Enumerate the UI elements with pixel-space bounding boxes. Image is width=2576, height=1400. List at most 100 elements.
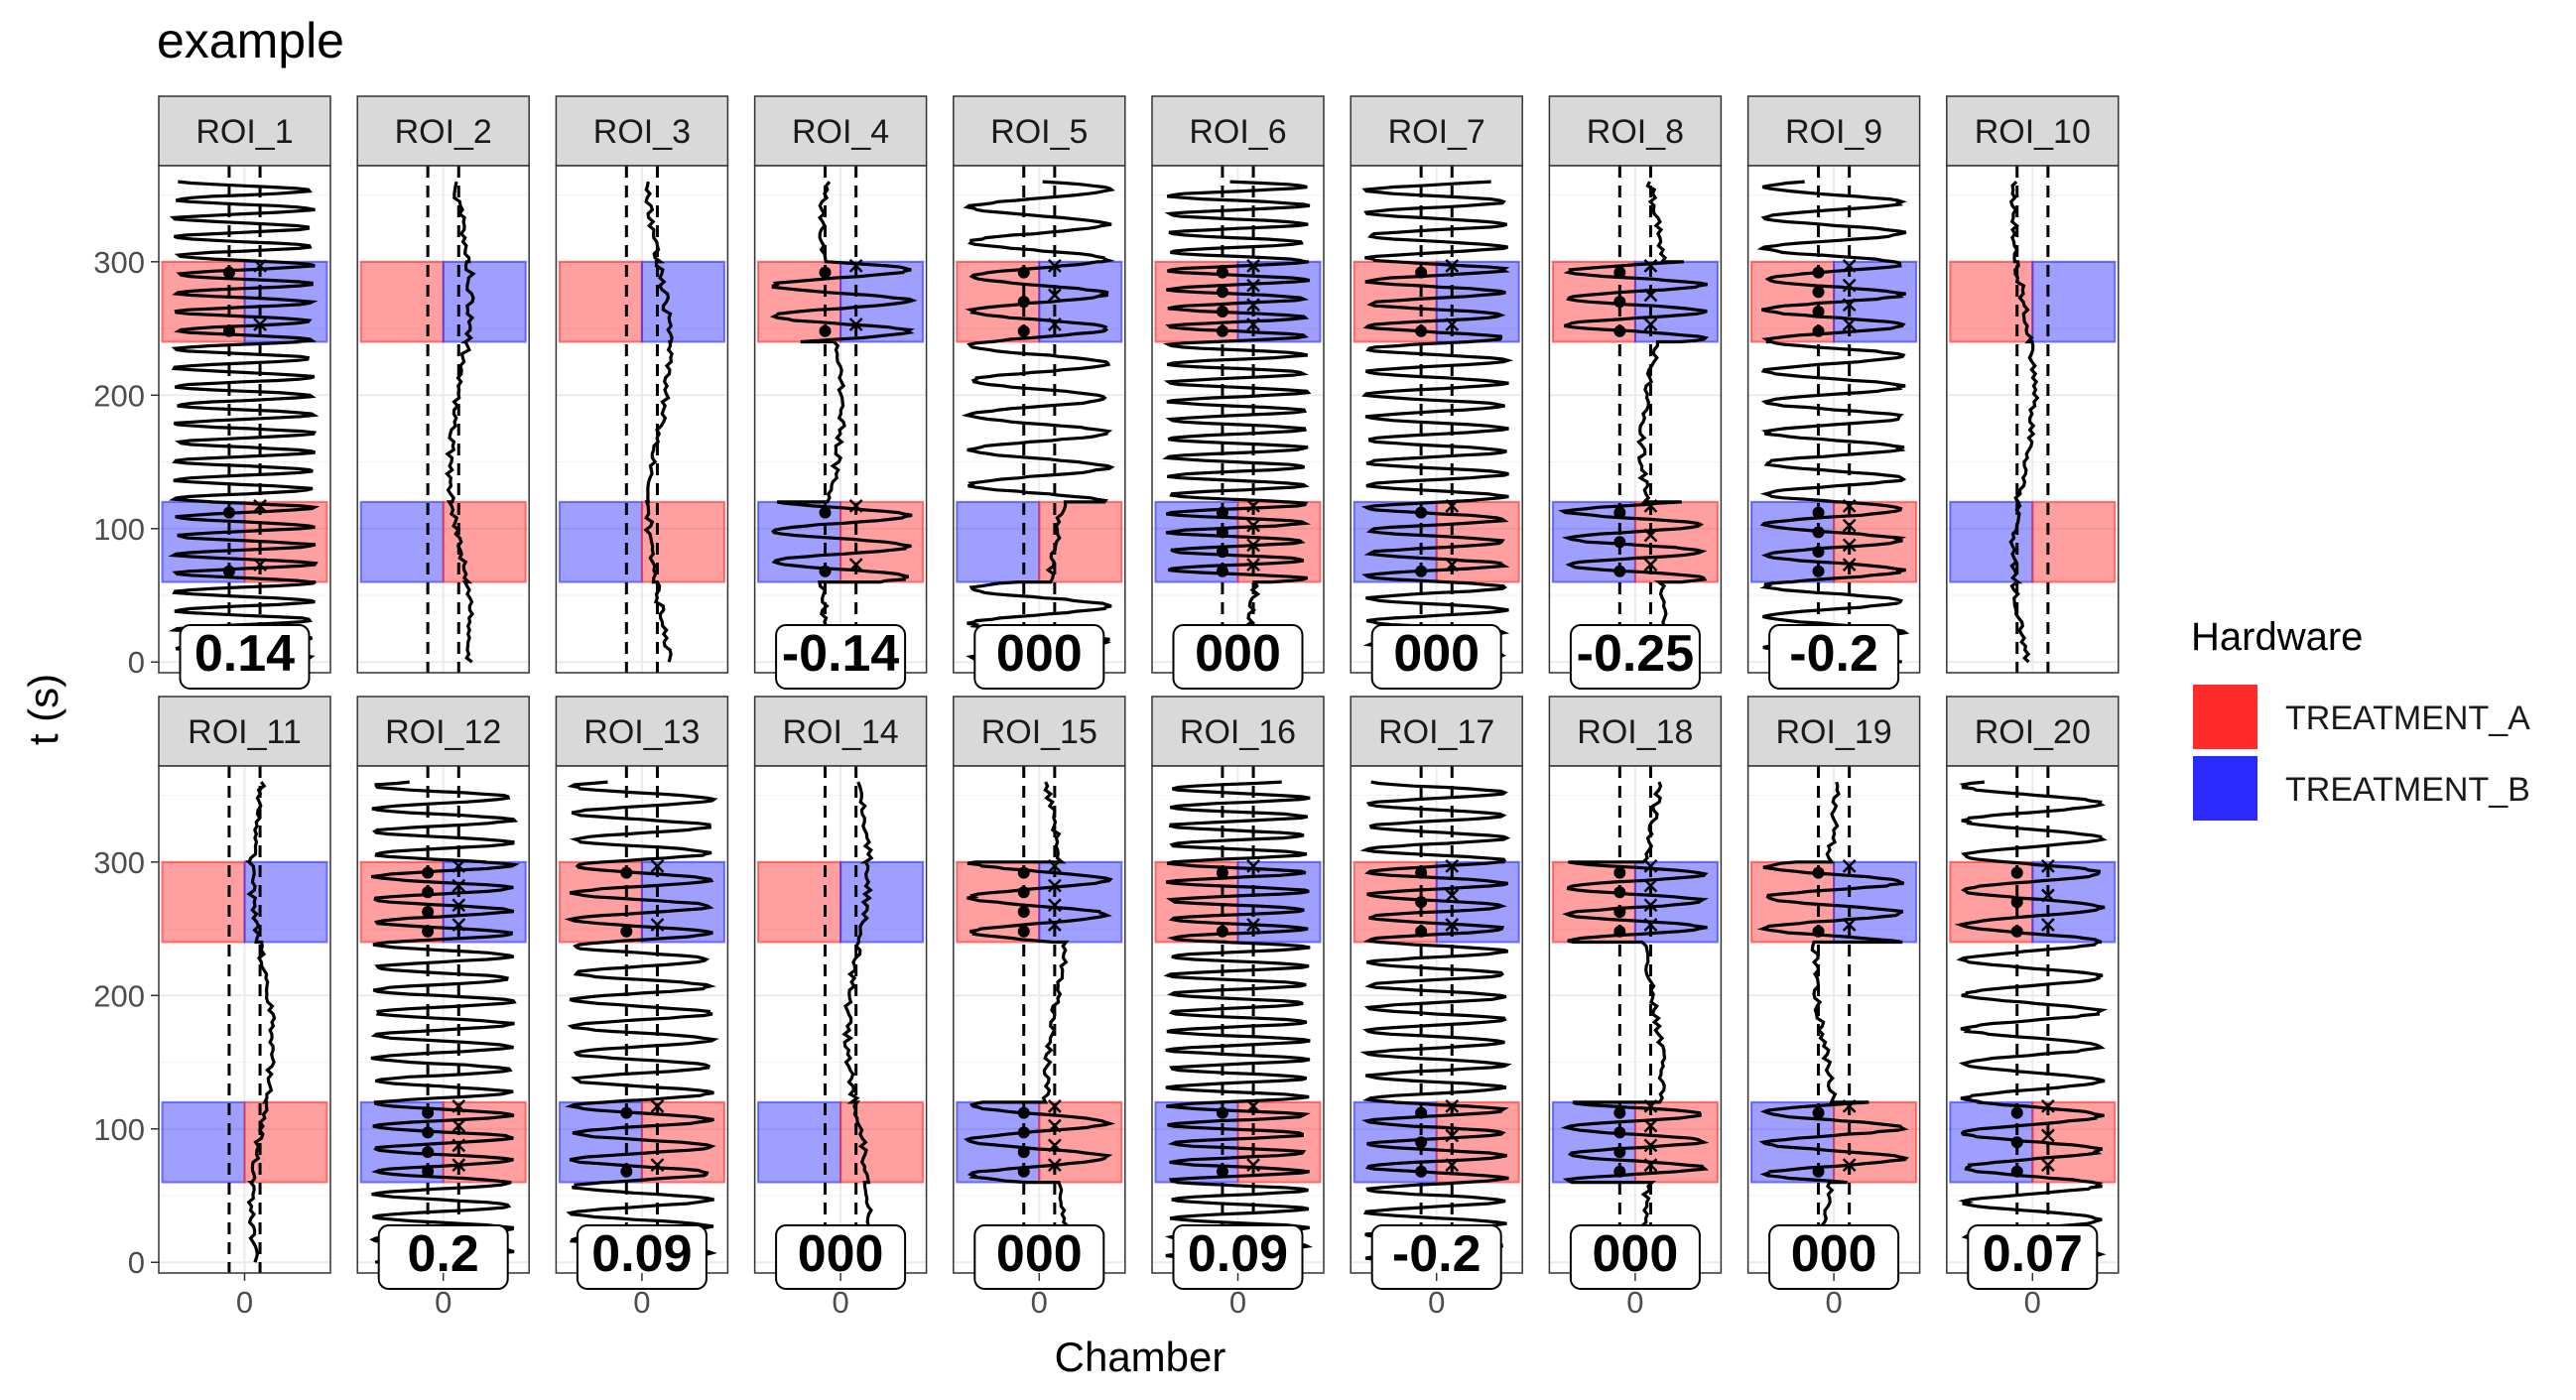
cross-marker: [650, 858, 665, 873]
cross-marker: [650, 1099, 665, 1113]
facet-strip: [1350, 696, 1523, 767]
x-tick-label: 0: [1825, 1285, 1842, 1320]
score-label-box: [1172, 1224, 1304, 1290]
cross-marker: [1246, 1099, 1260, 1113]
cross-marker: [1445, 1128, 1460, 1143]
cross-marker: [1445, 858, 1460, 873]
dot-marker: [1216, 506, 1228, 519]
trace-line: [564, 780, 719, 1264]
score-label-box: [973, 1224, 1105, 1290]
trace-line: [1560, 781, 1710, 1263]
dot-marker: [1613, 296, 1626, 309]
y-tick-label: 0: [128, 1245, 145, 1280]
cross-marker: [1246, 918, 1260, 932]
cross-marker: [451, 1158, 466, 1172]
dot-marker: [1613, 1165, 1626, 1178]
cross-marker: [848, 499, 863, 513]
score-label-box: [1569, 624, 1701, 690]
dot-marker: [1415, 1106, 1428, 1119]
score-label-box: [1569, 1224, 1701, 1290]
dot-marker: [1017, 866, 1030, 879]
facet-strip: [356, 696, 530, 767]
dot-marker: [422, 866, 435, 879]
score-label: -0.25: [1577, 625, 1695, 683]
dot-marker: [1017, 925, 1030, 938]
cross-marker: [253, 318, 267, 331]
trace-line: [369, 780, 521, 1264]
score-label-box: [1370, 624, 1502, 690]
cross-marker: [1643, 288, 1658, 303]
dot-marker: [1613, 565, 1626, 577]
dot-marker: [1812, 565, 1825, 577]
facet-roi-10: ROI_10: [1946, 95, 2120, 674]
cross-marker: [1842, 298, 1857, 313]
treatment-band: [161, 860, 246, 944]
score-label-box: [1768, 1224, 1900, 1290]
legend-label-treatment-a: TREATMENT_A: [2285, 700, 2530, 737]
cross-marker: [1246, 538, 1260, 553]
dot-marker: [1812, 324, 1825, 337]
trace-line: [841, 781, 874, 1263]
trace-line: [1756, 180, 1910, 664]
dot-marker: [1812, 286, 1825, 299]
dot-marker: [1017, 886, 1030, 899]
dot-marker: [1812, 866, 1825, 879]
cross-marker: [1643, 878, 1658, 893]
dot-marker: [1415, 565, 1428, 577]
dot-marker: [1613, 1126, 1626, 1139]
cross-marker: [1643, 1158, 1658, 1172]
cross-marker: [1246, 499, 1260, 513]
dot-marker: [620, 925, 633, 938]
facet-strip-label: ROI_20: [1975, 713, 2091, 751]
cross-marker: [1246, 558, 1260, 572]
score-label: -0.2: [1789, 625, 1878, 683]
cross-marker: [1246, 318, 1260, 331]
facet-roi-1: ROI_1 0.14 0 100 200 300: [93, 95, 331, 690]
score-label-box: [775, 624, 907, 690]
dot-marker: [620, 1165, 633, 1178]
y-tick-label: 200: [93, 978, 145, 1013]
dot-marker: [1415, 324, 1428, 337]
panel-border: [555, 165, 729, 674]
cross-marker: [1047, 1099, 1062, 1113]
cross-marker: [1445, 318, 1460, 331]
dot-marker: [1216, 866, 1228, 879]
panel-border: [1946, 165, 2120, 674]
dot-marker: [620, 1106, 633, 1119]
trace-line: [445, 181, 476, 664]
cross-marker: [650, 918, 665, 932]
facet-strip-label: ROI_12: [385, 713, 501, 751]
cross-marker: [1246, 858, 1260, 873]
y-tick-label: 100: [93, 1112, 145, 1147]
treatment-band: [839, 1100, 925, 1184]
treatment-band: [956, 500, 1041, 583]
cross-marker: [1643, 528, 1658, 543]
cross-marker: [1246, 1158, 1260, 1172]
cross-marker: [1842, 538, 1857, 553]
facet-strip-label: ROI_8: [1587, 113, 1684, 151]
dot-marker: [1216, 1165, 1228, 1178]
facet-strip-label: ROI_15: [981, 713, 1097, 751]
cross-marker: [1047, 878, 1062, 893]
dot-marker: [1812, 266, 1825, 279]
facet-strip-label: ROI_3: [593, 113, 691, 151]
cross-marker: [1047, 1158, 1062, 1172]
score-label-box: [775, 1224, 907, 1290]
cross-marker: [1445, 558, 1460, 572]
legend-key-treatment-b: [2193, 756, 2257, 821]
facet-roi-16: ROI_160.090: [1151, 696, 1325, 1320]
score-label-box: [1370, 1224, 1502, 1290]
cross-marker: [1643, 858, 1658, 873]
treatment-band: [442, 500, 527, 583]
score-label-box: [1172, 624, 1304, 690]
cross-marker: [1643, 499, 1658, 513]
dot-marker: [1613, 925, 1626, 938]
facet-roi-2: ROI_2: [356, 95, 530, 674]
facet-strip: [1350, 95, 1523, 167]
cross-marker: [451, 1138, 466, 1153]
facet-strip-label: ROI_5: [990, 113, 1088, 151]
dot-marker: [2010, 925, 2023, 938]
